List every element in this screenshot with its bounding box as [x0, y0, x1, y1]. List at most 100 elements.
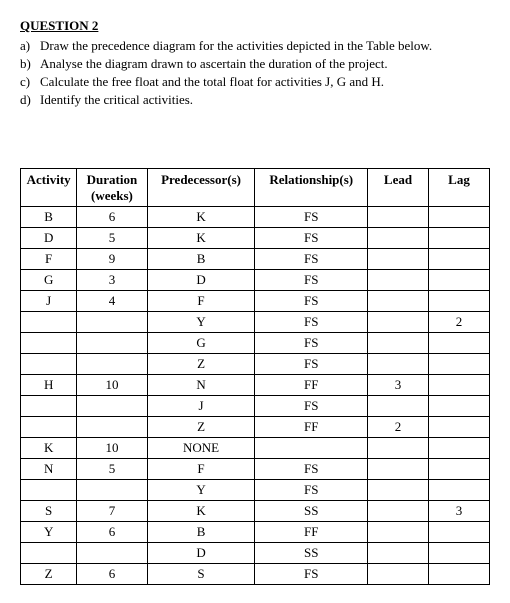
cell-activity: K [21, 438, 77, 459]
cell-lead [368, 249, 429, 270]
cell-activity: H [21, 375, 77, 396]
cell-lag [428, 438, 489, 459]
cell-relationship [255, 438, 368, 459]
table-row: B6KFS [21, 207, 490, 228]
cell-predecessor: NONE [147, 438, 255, 459]
table-row: N5FFS [21, 459, 490, 480]
cell-predecessor: Y [147, 312, 255, 333]
item-text: Analyse the diagram drawn to ascertain t… [40, 56, 490, 72]
table-row: D5KFS [21, 228, 490, 249]
table-header-row: Activity Duration (weeks) Predecessor(s)… [21, 169, 490, 207]
cell-lead [368, 354, 429, 375]
cell-predecessor: Z [147, 417, 255, 438]
cell-duration: 4 [77, 291, 147, 312]
cell-lead [368, 438, 429, 459]
cell-predecessor: G [147, 333, 255, 354]
cell-duration [77, 396, 147, 417]
cell-relationship: FS [255, 564, 368, 585]
cell-relationship: FF [255, 522, 368, 543]
cell-relationship: FS [255, 270, 368, 291]
table-row: Y6BFF [21, 522, 490, 543]
cell-lead [368, 480, 429, 501]
cell-duration: 3 [77, 270, 147, 291]
cell-lag [428, 543, 489, 564]
cell-lag [428, 333, 489, 354]
cell-activity [21, 312, 77, 333]
cell-lag [428, 207, 489, 228]
cell-duration: 5 [77, 228, 147, 249]
cell-activity: D [21, 228, 77, 249]
cell-predecessor: K [147, 228, 255, 249]
cell-relationship: FS [255, 291, 368, 312]
cell-lag [428, 417, 489, 438]
cell-activity [21, 417, 77, 438]
table-row: F9BFS [21, 249, 490, 270]
cell-duration: 6 [77, 522, 147, 543]
cell-predecessor: Z [147, 354, 255, 375]
cell-relationship: FS [255, 228, 368, 249]
cell-relationship: SS [255, 543, 368, 564]
cell-activity: G [21, 270, 77, 291]
question-item: d) Identify the critical activities. [20, 92, 490, 108]
cell-duration: 10 [77, 375, 147, 396]
table-row: K10NONE [21, 438, 490, 459]
table-row: Z6SFS [21, 564, 490, 585]
item-letter: b) [20, 56, 40, 72]
cell-predecessor: K [147, 501, 255, 522]
cell-lag: 2 [428, 312, 489, 333]
question-list: a) Draw the precedence diagram for the a… [20, 38, 490, 108]
table-row: ZFS [21, 354, 490, 375]
cell-relationship: FF [255, 417, 368, 438]
cell-duration: 6 [77, 207, 147, 228]
cell-duration [77, 354, 147, 375]
cell-duration [77, 333, 147, 354]
cell-lead [368, 312, 429, 333]
cell-predecessor: D [147, 543, 255, 564]
col-lag: Lag [428, 169, 489, 207]
cell-activity [21, 333, 77, 354]
cell-activity: F [21, 249, 77, 270]
cell-lag [428, 249, 489, 270]
table-row: YFS [21, 480, 490, 501]
cell-lead [368, 564, 429, 585]
cell-relationship: FS [255, 459, 368, 480]
cell-relationship: FS [255, 312, 368, 333]
cell-relationship: FS [255, 333, 368, 354]
table-row: S7KSS3 [21, 501, 490, 522]
cell-activity: S [21, 501, 77, 522]
question-item: c) Calculate the free float and the tota… [20, 74, 490, 90]
cell-lead [368, 207, 429, 228]
cell-duration: 9 [77, 249, 147, 270]
cell-activity: J [21, 291, 77, 312]
question-item: b) Analyse the diagram drawn to ascertai… [20, 56, 490, 72]
table-row: JFS [21, 396, 490, 417]
cell-predecessor: B [147, 249, 255, 270]
cell-lead [368, 291, 429, 312]
cell-duration: 5 [77, 459, 147, 480]
cell-predecessor: S [147, 564, 255, 585]
cell-predecessor: B [147, 522, 255, 543]
cell-relationship: FS [255, 354, 368, 375]
item-text: Identify the critical activities. [40, 92, 490, 108]
cell-relationship: SS [255, 501, 368, 522]
table-row: GFS [21, 333, 490, 354]
cell-duration [77, 480, 147, 501]
cell-duration: 10 [77, 438, 147, 459]
table-body: B6KFSD5KFSF9BFSG3DFSJ4FFSYFS2GFSZFSH10NF… [21, 207, 490, 585]
item-text: Draw the precedence diagram for the acti… [40, 38, 490, 54]
cell-predecessor: D [147, 270, 255, 291]
cell-predecessor: F [147, 459, 255, 480]
table-row: YFS 2 [21, 312, 490, 333]
question-item: a) Draw the precedence diagram for the a… [20, 38, 490, 54]
cell-lead [368, 543, 429, 564]
col-predecessor: Predecessor(s) [147, 169, 255, 207]
cell-lead [368, 501, 429, 522]
cell-activity [21, 480, 77, 501]
cell-predecessor: F [147, 291, 255, 312]
cell-activity [21, 354, 77, 375]
cell-duration: 7 [77, 501, 147, 522]
cell-predecessor: K [147, 207, 255, 228]
cell-relationship: FS [255, 480, 368, 501]
cell-lag [428, 522, 489, 543]
cell-lag [428, 459, 489, 480]
